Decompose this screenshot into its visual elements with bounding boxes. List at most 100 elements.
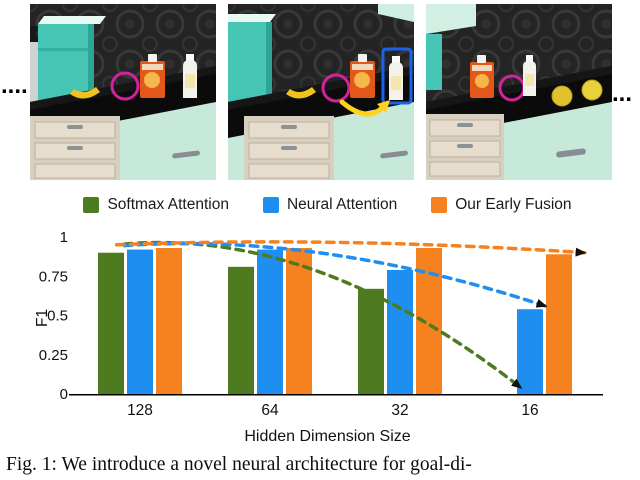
simulation-frame-1	[30, 4, 216, 180]
legend-swatch	[431, 197, 448, 213]
trend-line	[122, 241, 548, 308]
chart-legend: Softmax Attention Neural Attention Our Ear…	[40, 196, 615, 214]
teal-cabinet	[38, 16, 106, 102]
bottle-label	[525, 74, 534, 86]
bar	[358, 288, 384, 394]
y-tick-label: 0	[60, 386, 68, 403]
bar	[228, 266, 254, 394]
drawer	[34, 121, 116, 139]
bottle	[523, 55, 536, 96]
y-tick-label: 0.25	[39, 347, 68, 364]
teal-cabinet	[426, 34, 442, 90]
bar	[546, 254, 572, 394]
highlight-circle	[321, 73, 351, 103]
y-tick-label: 0.5	[47, 308, 68, 325]
drawer-handle	[281, 125, 297, 129]
bottle-cap	[186, 54, 194, 61]
bottle	[389, 56, 403, 100]
highlight-circle	[110, 71, 140, 101]
x-tick-label: 16	[521, 402, 538, 419]
transition-arrowhead	[377, 100, 390, 113]
drawer	[429, 140, 501, 158]
legend-swatch	[83, 197, 100, 213]
y-tick-label: 0.75	[39, 268, 68, 285]
carton-cap	[477, 55, 486, 63]
right-ellipsis: ...	[612, 80, 633, 107]
drawer-handle	[281, 146, 297, 150]
trend-line	[122, 240, 523, 390]
legend-label: Softmax Attention	[107, 196, 229, 213]
drawer	[429, 119, 501, 137]
drawer-handle	[457, 144, 473, 148]
left-ellipsis: ....	[1, 72, 28, 99]
trend-line	[114, 240, 587, 257]
bar	[257, 249, 283, 394]
banana	[286, 87, 316, 99]
carton-art	[144, 72, 160, 88]
bottle-label	[185, 74, 195, 88]
carton-label	[352, 64, 373, 70]
target-box	[381, 47, 413, 105]
bar	[286, 247, 312, 394]
carton-cap	[148, 54, 157, 62]
drawer-handle	[67, 146, 83, 150]
bar	[387, 269, 413, 394]
x-tick-label: 32	[391, 402, 408, 419]
upper-cabinet	[426, 4, 476, 34]
drawer	[248, 121, 330, 139]
f1-bar-chart: 0 0.25 0.5 0.75 1 F1 128 64 32 16	[34, 222, 615, 422]
cabinet-handle	[380, 150, 408, 159]
bar	[156, 247, 182, 394]
carton-art	[354, 72, 370, 88]
lemon	[581, 79, 603, 101]
drawer	[248, 163, 330, 179]
scene-3-canvas	[426, 4, 612, 180]
scene-2-canvas	[228, 4, 414, 180]
drawer	[429, 161, 501, 177]
bar	[517, 309, 543, 394]
bottle-cap	[392, 56, 400, 63]
cabinet-front	[228, 22, 272, 102]
transition-arrow	[339, 99, 387, 117]
cabinet-top	[38, 16, 106, 24]
juice-carton	[470, 55, 494, 98]
carton-label	[142, 64, 163, 70]
drawer	[34, 163, 116, 179]
banana	[70, 87, 100, 99]
bar	[98, 252, 124, 394]
legend-item: Our Early Fusion	[431, 196, 572, 214]
simulation-frame-3	[426, 4, 612, 180]
bottle	[183, 54, 197, 98]
cabinet-handle	[556, 148, 586, 158]
drawer	[34, 142, 116, 160]
legend-swatch	[262, 197, 279, 213]
y-tick-label: 1	[60, 229, 68, 246]
legend-label: Our Early Fusion	[455, 196, 572, 213]
x-tick-label: 128	[127, 402, 153, 419]
drawer-unit	[30, 116, 120, 180]
cabinet-handle	[172, 150, 200, 159]
bottle-label	[391, 76, 401, 90]
drawer-unit	[244, 116, 334, 180]
scene-1-canvas	[30, 4, 216, 180]
drawer	[248, 142, 330, 160]
carton-label	[472, 65, 492, 71]
legend-item: Softmax Attention	[83, 196, 229, 214]
drawer-unit	[426, 114, 504, 180]
teal-cabinet	[228, 14, 276, 102]
carton-art	[475, 74, 489, 88]
drawer-handle	[67, 125, 83, 129]
y-axis-label: F1	[35, 309, 51, 327]
legend-item: Neural Attention	[262, 196, 397, 214]
bar	[127, 249, 153, 394]
upper-cabinet	[378, 4, 414, 22]
figure-caption: Fig. 1: We introduce a novel neural arch…	[6, 454, 472, 475]
bottle-cap	[526, 55, 533, 62]
drawer-handle	[457, 123, 473, 127]
juice-carton	[140, 54, 165, 98]
lemon	[551, 85, 573, 107]
cabinet-front	[38, 24, 94, 102]
cabinet-side	[88, 24, 94, 102]
countertop-surface	[30, 66, 216, 110]
